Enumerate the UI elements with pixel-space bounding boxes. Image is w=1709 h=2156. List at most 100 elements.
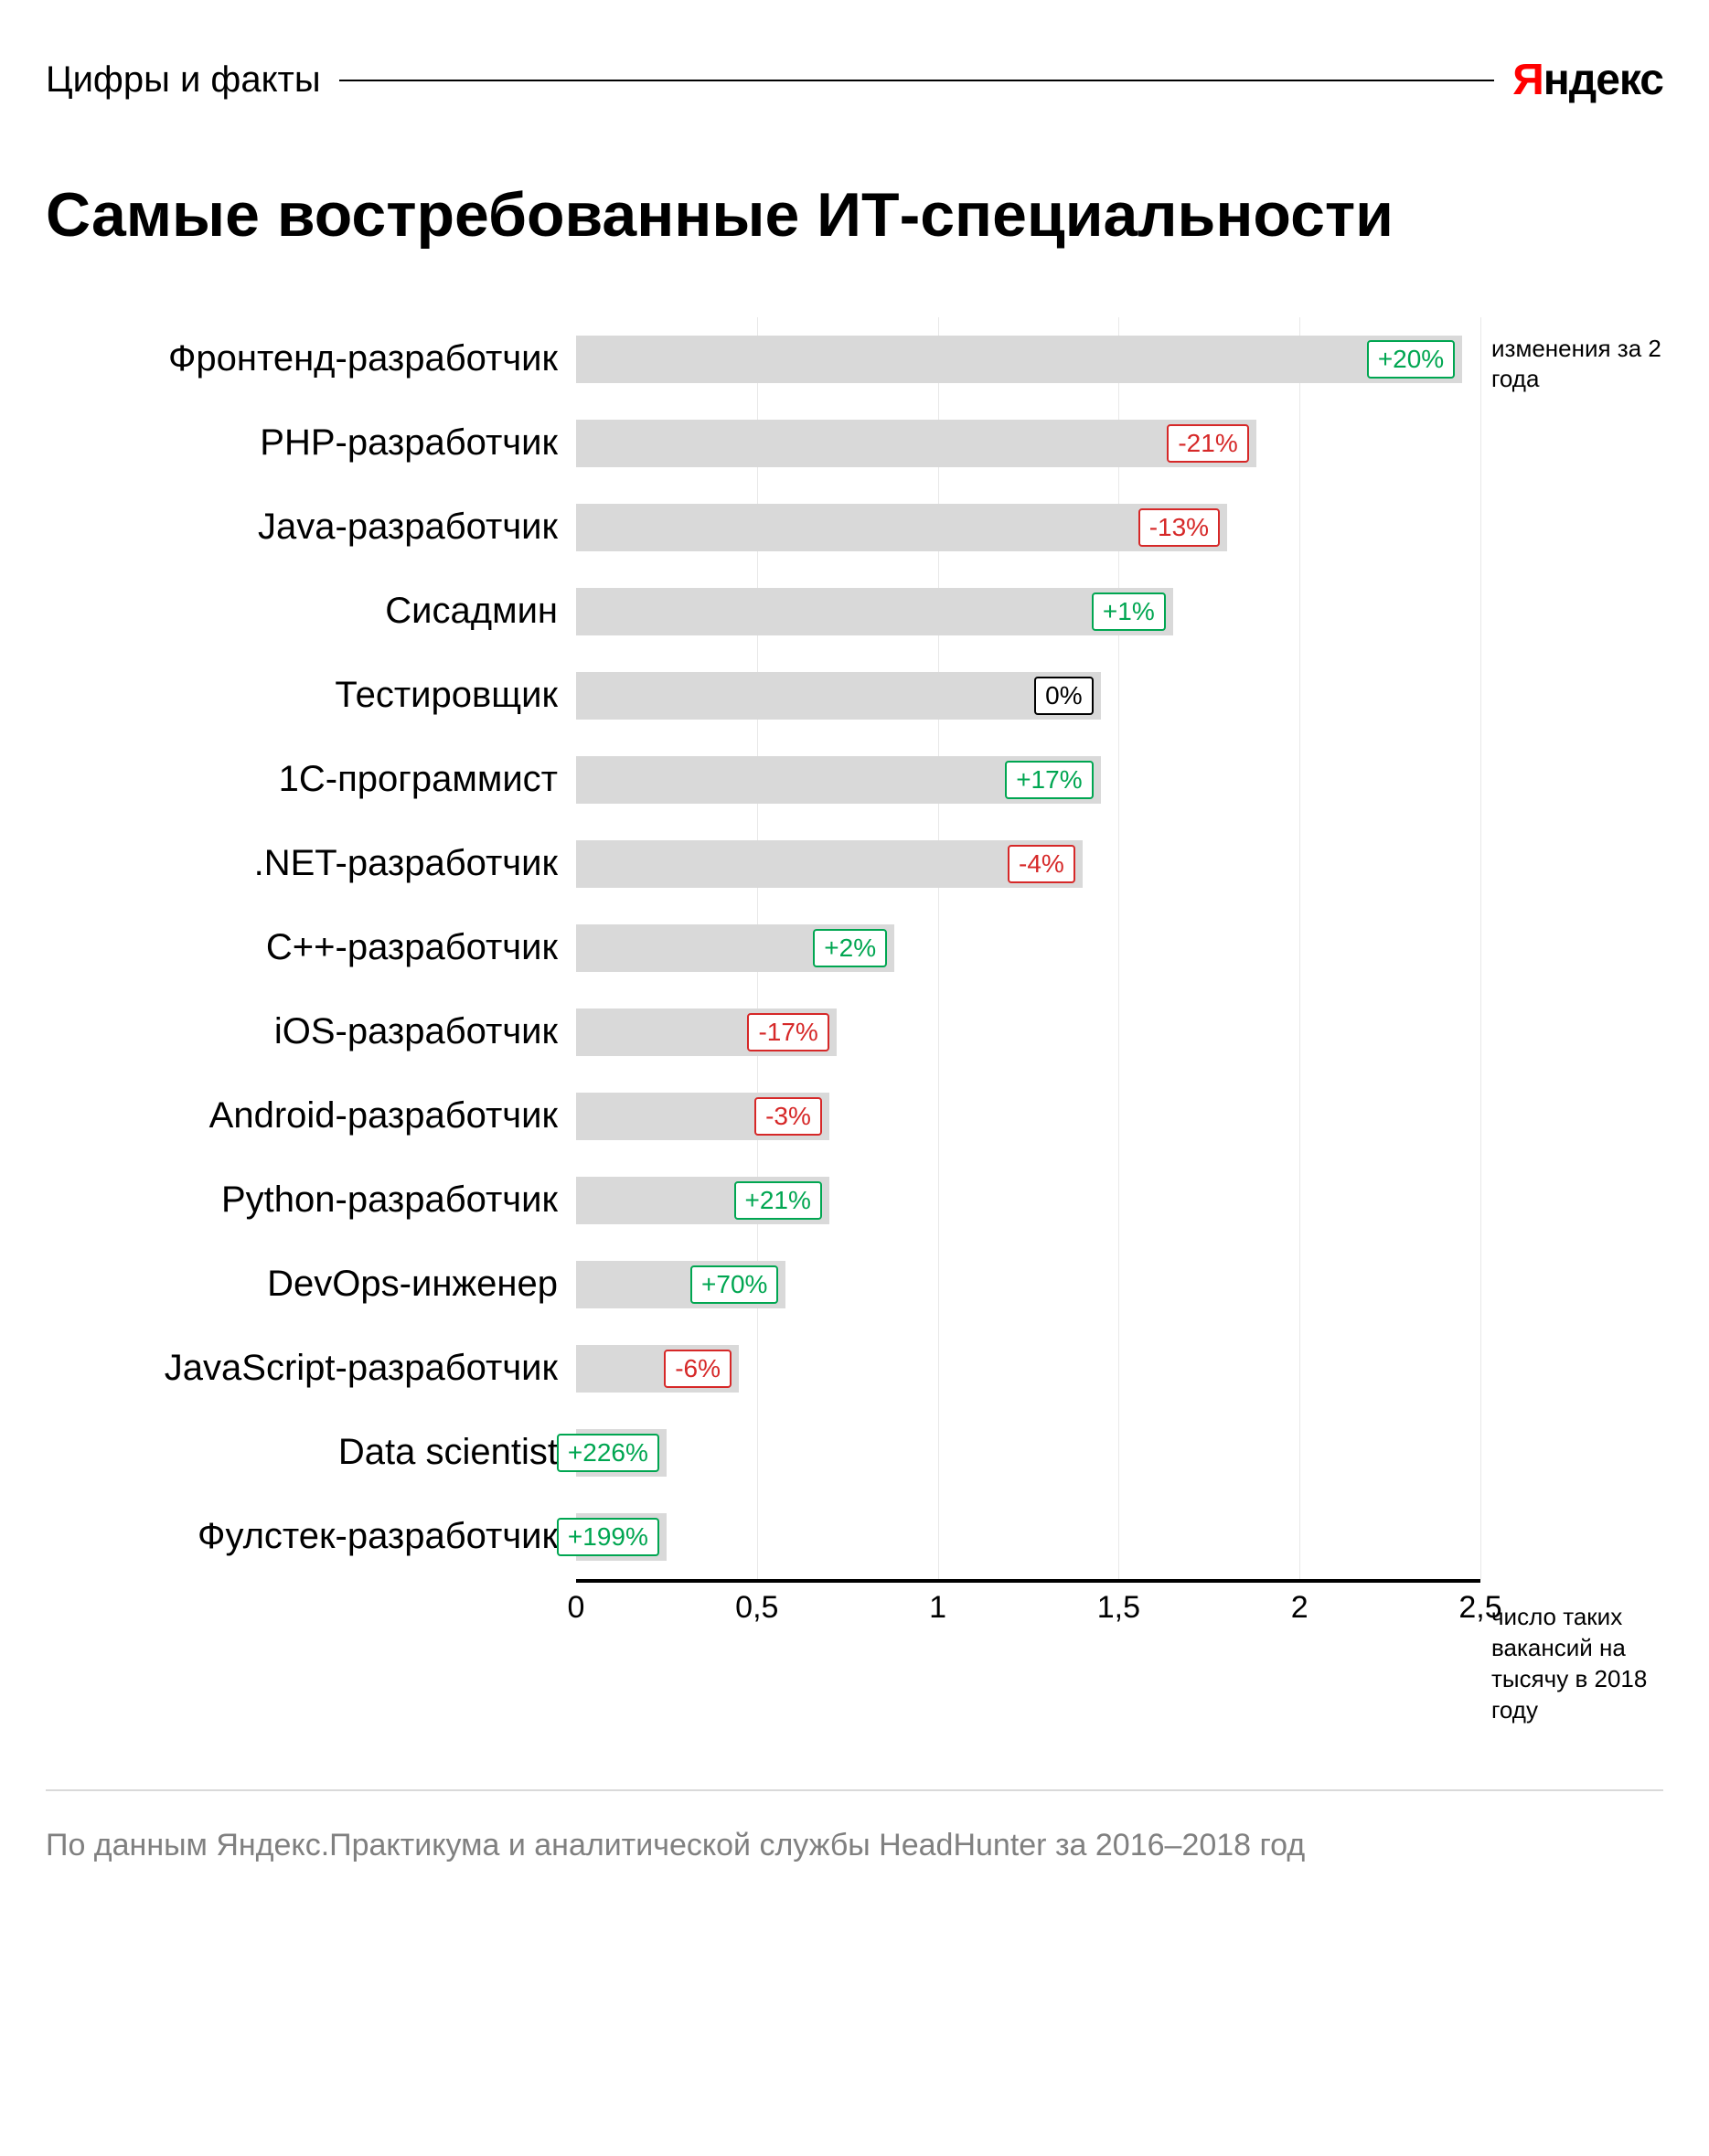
change-badge: +1%: [1092, 592, 1166, 631]
change-badge: +21%: [734, 1181, 822, 1220]
yandex-logo: Яндекс: [1512, 55, 1663, 105]
bar-label: Сисадмин: [46, 591, 576, 632]
bar: -6%: [576, 1345, 739, 1393]
change-badge: -6%: [664, 1350, 732, 1388]
change-badge: +17%: [1005, 761, 1093, 799]
bar-label: Python-разработчик: [46, 1179, 576, 1221]
change-badge: -3%: [754, 1097, 822, 1136]
bar-label: Java-разработчик: [46, 507, 576, 548]
bar-area: -3%: [576, 1074, 1480, 1158]
chart-row: Тестировщик 0%: [46, 654, 1480, 738]
header-subtitle: Цифры и факты: [46, 59, 321, 101]
change-badge: -13%: [1138, 508, 1220, 547]
chart-row: .NET-разработчик -4%: [46, 822, 1480, 906]
header: Цифры и факты Яндекс: [46, 55, 1663, 105]
change-badge: +226%: [557, 1434, 659, 1472]
change-badge: +20%: [1367, 340, 1455, 379]
bar: +21%: [576, 1177, 829, 1224]
header-divider: [339, 80, 1495, 81]
x-tick: 1: [929, 1590, 946, 1626]
side-spacer: [1480, 395, 1663, 1602]
chart-row: JavaScript-разработчик -6%: [46, 1327, 1480, 1411]
bar-label: JavaScript-разработчик: [46, 1348, 576, 1389]
bar: +2%: [576, 924, 894, 972]
x-axis: 00,511,522,5: [576, 1579, 1480, 1634]
chart-row: Java-разработчик -13%: [46, 486, 1480, 570]
bar-label: Android-разработчик: [46, 1095, 576, 1137]
x-tick: 2: [1291, 1590, 1308, 1626]
bar-area: +199%: [576, 1495, 1480, 1579]
side-note-top: изменения за 2 года: [1480, 317, 1663, 396]
chart-row: Сисадмин +1%: [46, 570, 1480, 654]
bar-area: -21%: [576, 401, 1480, 486]
x-tick: 0,5: [735, 1590, 778, 1626]
bar-label: PHP-разработчик: [46, 422, 576, 464]
change-badge: -21%: [1167, 424, 1248, 463]
bar-area: -6%: [576, 1327, 1480, 1411]
bar: +20%: [576, 336, 1462, 383]
bar: +1%: [576, 588, 1173, 635]
bar-area: +1%: [576, 570, 1480, 654]
page-title: Самые востребованные ИТ-специальности: [46, 178, 1663, 253]
chart-row: Python-разработчик +21%: [46, 1158, 1480, 1243]
chart-row: PHP-разработчик -21%: [46, 401, 1480, 486]
change-badge: +70%: [690, 1265, 778, 1304]
axis-spacer: [46, 1579, 576, 1634]
bar-label: 1С-программист: [46, 759, 576, 800]
change-badge: +2%: [813, 929, 887, 967]
chart: Фронтенд-разработчик +20% PHP-разработчик -…: [46, 317, 1663, 1726]
chart-row: Data scientist+226%: [46, 1411, 1480, 1495]
bar-area: -13%: [576, 486, 1480, 570]
bar-label: Фулстек-разработчик: [46, 1516, 576, 1557]
bar: +226%: [576, 1429, 667, 1477]
bar: -21%: [576, 420, 1256, 467]
bar: +70%: [576, 1261, 785, 1308]
bar: -4%: [576, 840, 1083, 888]
bar: -3%: [576, 1093, 829, 1140]
bar-area: +226%: [576, 1411, 1480, 1495]
bar-area: 0%: [576, 654, 1480, 738]
source-text: По данным Яндекс.Практикума и аналитичес…: [46, 1828, 1663, 1863]
bar-area: +2%: [576, 906, 1480, 990]
change-badge: +199%: [557, 1518, 659, 1556]
bar-label: Фронтенд-разработчик: [46, 338, 576, 379]
chart-row: Android-разработчик -3%: [46, 1074, 1480, 1158]
bar-area: +20%: [576, 317, 1480, 401]
bar-label: .NET-разработчик: [46, 843, 576, 884]
bar-label: Тестировщик: [46, 675, 576, 716]
logo-letter-ya: Я: [1512, 56, 1543, 104]
chart-body: Фронтенд-разработчик +20% PHP-разработчик -…: [46, 317, 1480, 1634]
logo-rest: ндекс: [1543, 56, 1663, 104]
side-notes: изменения за 2 года число таких вакансий…: [1480, 317, 1663, 1726]
chart-row: Фулстек-разработчик+199%: [46, 1495, 1480, 1579]
side-note-bottom: число таких вакансий на тысячу в 2018 го…: [1480, 1602, 1663, 1725]
bar: +199%: [576, 1513, 667, 1561]
change-badge: -17%: [747, 1013, 828, 1051]
bar-area: -4%: [576, 822, 1480, 906]
source-divider: [46, 1789, 1663, 1791]
change-badge: -4%: [1008, 845, 1075, 883]
change-badge: 0%: [1034, 677, 1093, 715]
bar: -17%: [576, 1009, 837, 1056]
x-axis-row: 00,511,522,5: [46, 1579, 1480, 1634]
chart-row: С++-разработчик +2%: [46, 906, 1480, 990]
bar: -13%: [576, 504, 1227, 551]
bar-label: DevOps-инженер: [46, 1264, 576, 1305]
chart-row: iOS-разработчик -17%: [46, 990, 1480, 1074]
chart-row: 1С-программист +17%: [46, 738, 1480, 822]
bars-container: Фронтенд-разработчик +20% PHP-разработчик -…: [46, 317, 1480, 1579]
bar: 0%: [576, 672, 1101, 720]
bar-label: iOS-разработчик: [46, 1011, 576, 1052]
x-tick: 1,5: [1097, 1590, 1140, 1626]
chart-row: Фронтенд-разработчик +20%: [46, 317, 1480, 401]
x-tick: 0: [568, 1590, 585, 1626]
bar: +17%: [576, 756, 1101, 804]
bar-area: -17%: [576, 990, 1480, 1074]
bar-label: С++-разработчик: [46, 927, 576, 968]
bar-area: +17%: [576, 738, 1480, 822]
bar-area: +21%: [576, 1158, 1480, 1243]
x-tick: 2,5: [1458, 1590, 1501, 1626]
chart-row: DevOps-инженер +70%: [46, 1243, 1480, 1327]
bar-label: Data scientist: [46, 1432, 576, 1473]
bar-area: +70%: [576, 1243, 1480, 1327]
